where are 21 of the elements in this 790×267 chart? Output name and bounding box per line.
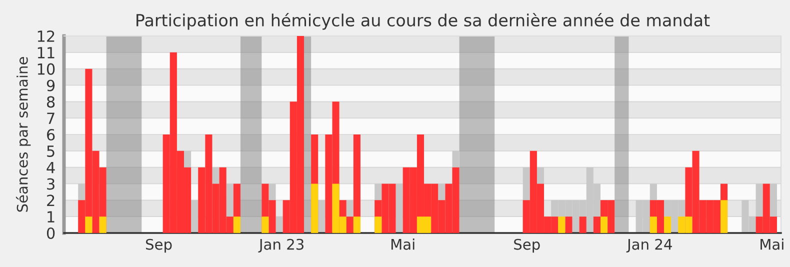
y-tick-label: 9: [46, 80, 55, 92]
x-tick-label: Mai: [391, 238, 414, 250]
y-tick-label: 2: [47, 194, 54, 206]
y-tick-label: 3: [47, 178, 54, 190]
x-tick-label: Mai: [760, 238, 784, 250]
y-tick-label: 4: [46, 162, 55, 174]
y-tick-label: 11: [38, 47, 54, 58]
x-tick-label: Sep: [514, 238, 540, 253]
x-tick-label: Jan 24: [626, 238, 672, 253]
y-tick-label: 10: [38, 63, 55, 75]
x-tick-label: Sep: [146, 238, 172, 253]
y-tick-label: 1: [48, 211, 54, 222]
y-tick-label: 0: [46, 227, 55, 240]
y-tick-label: 6: [47, 128, 55, 141]
y-tick-label: 5: [47, 146, 54, 157]
y-tick-label: 7: [47, 112, 54, 124]
x-tick-label: Jan 23: [258, 238, 304, 253]
y-axis-title: Séances par semaine: [16, 57, 31, 212]
chart-title: Participation en hémicycle au cours de sa dernière année de mandat: [136, 12, 710, 30]
y-tick-label: 12: [38, 30, 54, 42]
y-tick-label: 8: [46, 96, 55, 108]
